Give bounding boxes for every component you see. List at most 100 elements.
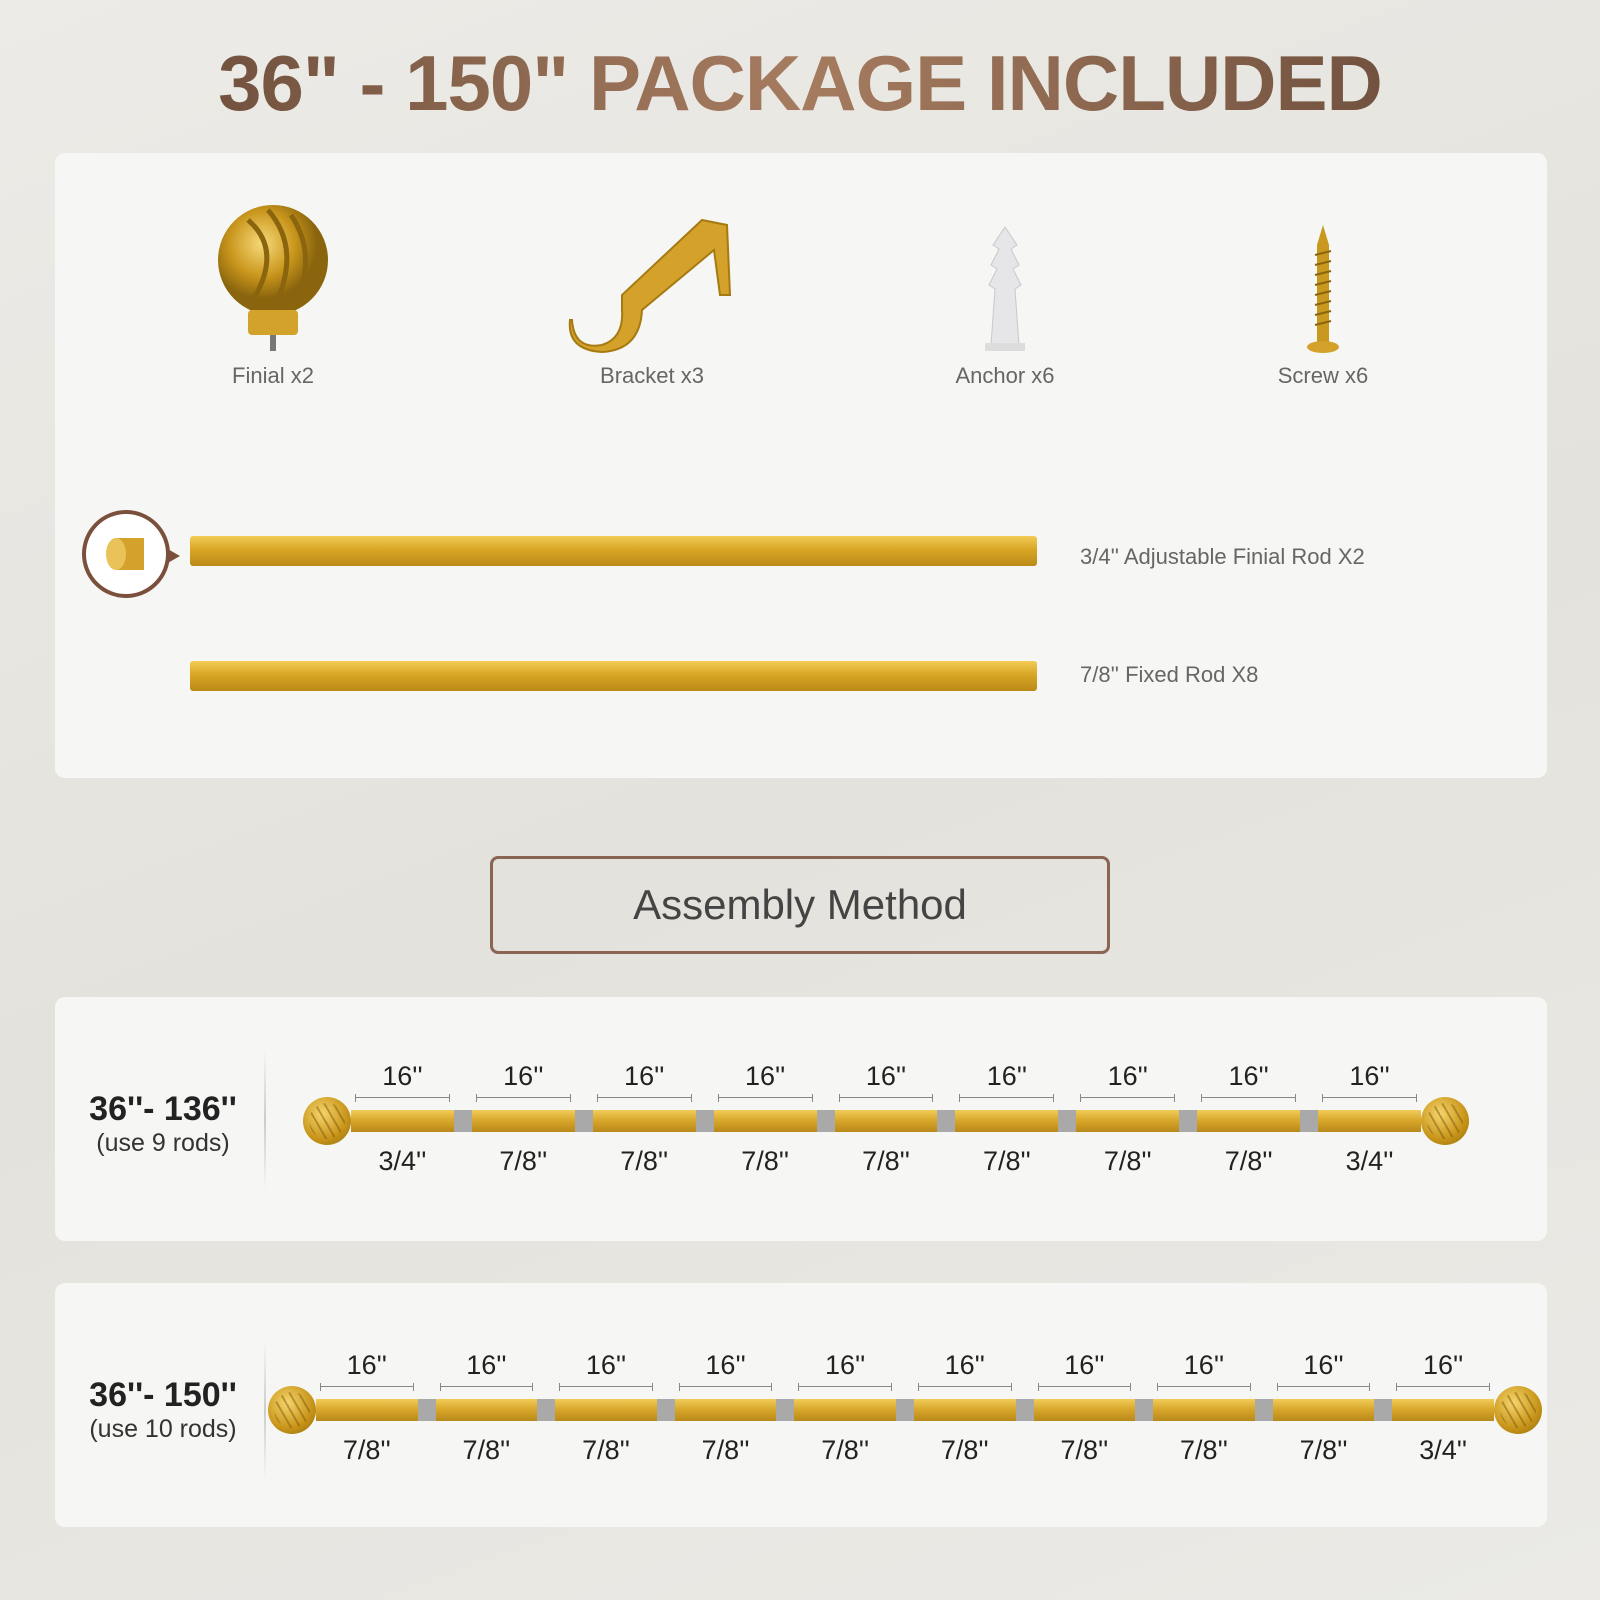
config-range: 36''- 136'' <box>89 1090 237 1128</box>
dimension-line <box>1037 1383 1132 1391</box>
dimension-line <box>838 1094 934 1102</box>
bracket-icon <box>568 218 732 354</box>
dimension-line <box>1276 1383 1371 1391</box>
rod-label: 7/8'' Fixed Rod X8 <box>1080 662 1259 687</box>
rod-label: 3/4'' Adjustable Finial Rod X2 <box>1080 544 1365 569</box>
dimension-line <box>1080 1094 1176 1102</box>
rod-segment: 16'' 3/4'' <box>351 1061 454 1176</box>
segment-length: 16'' <box>1422 1350 1464 1380</box>
segment-length: 16'' <box>1107 1061 1148 1091</box>
rod-segment: 16'' 7/8'' <box>937 1061 1059 1176</box>
segment-length: 16'' <box>585 1350 627 1380</box>
rod-segments: 16'' 7/8'' 16'' 7/8'' 16'' 7/8'' 16'' 7/8'' 16''… <box>316 1350 1494 1465</box>
segment-diameter: 7/8'' <box>1060 1435 1109 1465</box>
segment-diameter: 7/8'' <box>741 1146 790 1176</box>
segment-length: 16'' <box>382 1061 423 1091</box>
segment-length: 16'' <box>624 1061 665 1091</box>
rod-segment: 16'' 7/8'' <box>1135 1350 1255 1465</box>
segment-diameter: 7/8'' <box>582 1435 630 1465</box>
finial-icon <box>268 1386 316 1434</box>
rod-segment: 16'' 7/8'' <box>656 1350 777 1465</box>
item-label: Finial x2 <box>232 363 314 388</box>
finial-icon <box>1421 1097 1469 1145</box>
dimension-line <box>678 1383 773 1391</box>
config-label: 36''- 150'' (use 10 rods) <box>73 1376 253 1444</box>
rod-segment: 16'' 7/8'' <box>895 1350 1016 1465</box>
finial-icon <box>218 205 328 351</box>
screw-icon <box>1307 225 1339 353</box>
segment-diameter: 7/8'' <box>1224 1146 1273 1176</box>
segment-length: 16'' <box>1303 1350 1344 1380</box>
rod-segment: 16'' 7/8'' <box>1254 1350 1375 1465</box>
segment-diameter: 3/4'' <box>1345 1146 1394 1176</box>
fixed-rod <box>190 661 1037 691</box>
segment-length: 16'' <box>825 1350 866 1380</box>
segment-length: 16'' <box>944 1350 985 1380</box>
config-note: (use 10 rods) <box>89 1415 237 1443</box>
rod-assembly-9: 16'' 3/4'' 16'' 7/8'' 16'' 7/8'' 16'' 7/8'' 16''… <box>303 1061 1469 1176</box>
divider <box>264 1340 266 1480</box>
rod-segment: 16'' 7/8'' <box>776 1350 896 1465</box>
rod-segment: 16'' 7/8'' <box>574 1061 696 1176</box>
rod-segment: 16'' 7/8'' <box>453 1061 575 1176</box>
dimension-line <box>798 1383 892 1391</box>
segment-length: 16'' <box>986 1061 1028 1091</box>
item-label: Anchor x6 <box>955 363 1055 388</box>
rod-segments: 16'' 3/4'' 16'' 7/8'' 16'' 7/8'' 16'' 7/8'' 16''… <box>351 1061 1422 1176</box>
segment-length: 16'' <box>865 1061 907 1091</box>
dimension-line <box>959 1094 1055 1102</box>
finial-icon <box>1494 1386 1542 1434</box>
segment-length: 16'' <box>1064 1350 1105 1380</box>
dimension-line <box>1201 1094 1297 1102</box>
rod-end-icon <box>106 538 144 570</box>
segment-length: 16'' <box>1349 1061 1390 1091</box>
segment-length: 16'' <box>346 1350 387 1380</box>
divider <box>264 1050 266 1190</box>
dimension-line <box>596 1094 692 1102</box>
segment-diameter: 7/8'' <box>620 1146 669 1176</box>
segment-length: 16'' <box>503 1061 544 1091</box>
assembly-heading: Assembly Method <box>490 856 1110 954</box>
segment-diameter: 7/8'' <box>821 1435 870 1465</box>
rod-segment: 16'' 7/8'' <box>695 1061 817 1176</box>
rod-end-detail <box>82 510 180 598</box>
segment-length: 16'' <box>1183 1350 1225 1380</box>
segment-diameter: 7/8'' <box>862 1146 910 1176</box>
item-screw: Screw x6 <box>1213 225 1433 389</box>
segment-diameter: 7/8'' <box>1180 1435 1228 1465</box>
finial-icon <box>303 1097 351 1145</box>
item-finial: Finial x2 <box>163 200 383 389</box>
segment-diameter: 7/8'' <box>342 1435 391 1465</box>
item-label: Screw x6 <box>1277 363 1369 388</box>
rod-segment: 16'' 3/4'' <box>1300 1061 1422 1176</box>
segment-length: 16'' <box>705 1350 746 1380</box>
adjustable-rod <box>190 536 1037 566</box>
rod-segment: 16'' 3/4'' <box>1374 1350 1494 1465</box>
rod-segment: 16'' 7/8'' <box>1179 1061 1301 1176</box>
rod-segment: 16'' 7/8'' <box>417 1350 538 1465</box>
anchor-icon <box>985 226 1025 351</box>
segment-length: 16'' <box>1228 1061 1269 1091</box>
segment-diameter: 7/8'' <box>499 1146 548 1176</box>
segment-diameter: 3/4'' <box>1419 1435 1468 1465</box>
item-anchor: Anchor x6 <box>895 225 1115 389</box>
segment-length: 16'' <box>466 1350 507 1380</box>
dimension-line <box>355 1094 450 1102</box>
rod-segment: 16'' 7/8'' <box>1015 1350 1136 1465</box>
rod-segment: 16'' 7/8'' <box>537 1350 657 1465</box>
page-title: 36" - 150" PACKAGE INCLUDED <box>0 38 1600 129</box>
item-label: Bracket x3 <box>600 363 704 388</box>
item-bracket: Bracket x3 <box>542 210 762 389</box>
dimension-line <box>475 1094 571 1102</box>
dimension-line <box>439 1383 534 1391</box>
segment-diameter: 7/8'' <box>1299 1435 1348 1465</box>
dimension-line <box>559 1383 653 1391</box>
rod-segment: 16'' 7/8'' <box>816 1061 938 1176</box>
segment-diameter: 7/8'' <box>462 1435 511 1465</box>
rod-assembly-10: 16'' 7/8'' 16'' 7/8'' 16'' 7/8'' 16'' 7/8'' 16''… <box>268 1350 1542 1465</box>
dimension-line <box>917 1383 1012 1391</box>
segment-length: 16'' <box>744 1061 786 1091</box>
dimension-line <box>717 1094 813 1102</box>
config-range: 36''- 150'' <box>89 1376 237 1414</box>
dimension-line <box>1157 1383 1251 1391</box>
